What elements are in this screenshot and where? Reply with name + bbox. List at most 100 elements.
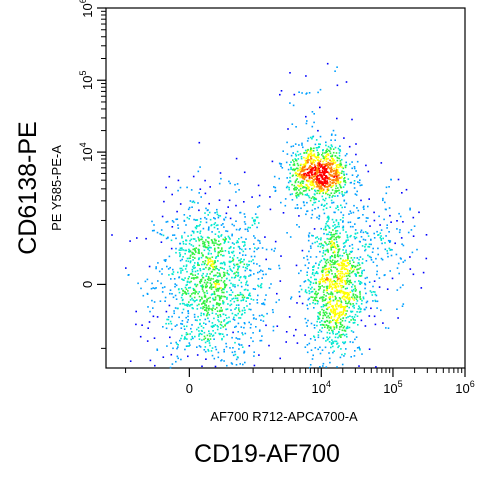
x-axis-label: AF700 R712-APCA700-A	[210, 409, 358, 424]
data-point	[343, 355, 345, 357]
data-point	[202, 227, 205, 230]
data-point	[400, 237, 403, 239]
data-point	[352, 261, 355, 263]
data-point	[190, 238, 193, 241]
data-point	[354, 266, 356, 268]
data-point	[214, 217, 216, 220]
data-point	[137, 282, 139, 285]
data-point	[324, 346, 327, 349]
data-point	[347, 316, 349, 318]
data-point	[334, 312, 337, 314]
data-point	[170, 353, 173, 356]
data-point	[326, 190, 329, 193]
data-point	[325, 141, 327, 144]
data-point	[331, 189, 334, 191]
data-point	[334, 227, 336, 230]
data-point	[308, 172, 310, 174]
data-point	[205, 221, 208, 224]
data-point	[325, 160, 328, 162]
data-point	[220, 253, 222, 256]
data-point	[329, 238, 332, 240]
data-point	[256, 216, 259, 219]
data-point	[337, 278, 339, 281]
data-point	[203, 306, 206, 309]
data-point	[203, 263, 206, 266]
data-point	[338, 157, 341, 160]
data-point	[294, 186, 296, 189]
data-point	[361, 184, 363, 186]
data-point	[365, 306, 368, 309]
data-point	[329, 303, 332, 305]
data-point	[244, 248, 247, 250]
data-point	[206, 278, 209, 281]
data-point	[199, 230, 202, 232]
data-point	[206, 334, 209, 337]
data-point	[351, 174, 354, 176]
data-point	[346, 305, 348, 308]
data-point	[244, 228, 247, 231]
data-point	[324, 152, 326, 154]
data-point	[142, 294, 145, 297]
data-point	[341, 206, 343, 209]
data-point	[309, 170, 312, 173]
data-point	[325, 176, 327, 179]
data-point	[198, 338, 201, 340]
data-point	[228, 180, 230, 183]
data-point	[341, 166, 343, 169]
data-point	[260, 339, 263, 342]
y-tick-label: 106	[78, 0, 95, 18]
data-point	[234, 284, 236, 286]
data-point	[218, 244, 221, 246]
data-point	[358, 275, 361, 277]
data-point	[285, 186, 288, 189]
data-point	[244, 244, 246, 246]
x-tick-label: 104	[312, 379, 331, 396]
data-point	[201, 236, 204, 239]
data-point	[355, 194, 358, 196]
data-point	[208, 309, 210, 311]
data-point	[242, 250, 245, 253]
data-point	[332, 340, 334, 343]
data-point	[194, 335, 196, 338]
data-point	[203, 268, 205, 270]
data-point	[280, 163, 283, 165]
data-point	[343, 291, 346, 293]
data-point	[214, 222, 217, 224]
data-point	[323, 289, 325, 291]
data-point	[238, 279, 241, 281]
data-point	[186, 338, 188, 340]
data-point	[199, 221, 202, 223]
data-point	[384, 248, 387, 251]
data-point	[208, 249, 211, 252]
data-point	[340, 211, 342, 214]
data-point	[236, 356, 239, 358]
data-point	[331, 246, 334, 248]
data-point	[214, 296, 217, 298]
data-point	[229, 246, 232, 249]
data-point	[316, 216, 318, 219]
data-point	[322, 166, 325, 169]
data-point	[338, 152, 341, 154]
data-point	[256, 299, 258, 301]
data-point	[313, 335, 315, 337]
data-point	[299, 182, 302, 185]
data-point	[168, 255, 171, 258]
data-point	[253, 250, 256, 253]
data-point	[222, 326, 225, 328]
data-point	[216, 283, 218, 285]
data-point	[336, 260, 339, 262]
data-point	[351, 161, 353, 163]
data-point	[312, 179, 315, 181]
data-point	[311, 125, 314, 128]
data-point	[182, 249, 184, 251]
data-point	[335, 323, 337, 326]
data-point	[171, 363, 174, 365]
data-point	[317, 267, 320, 269]
data-point	[264, 236, 266, 238]
data-point	[353, 268, 356, 271]
data-point	[251, 224, 254, 226]
data-point	[344, 287, 347, 290]
data-point	[212, 293, 214, 295]
data-point	[342, 333, 345, 336]
data-point	[319, 278, 322, 281]
